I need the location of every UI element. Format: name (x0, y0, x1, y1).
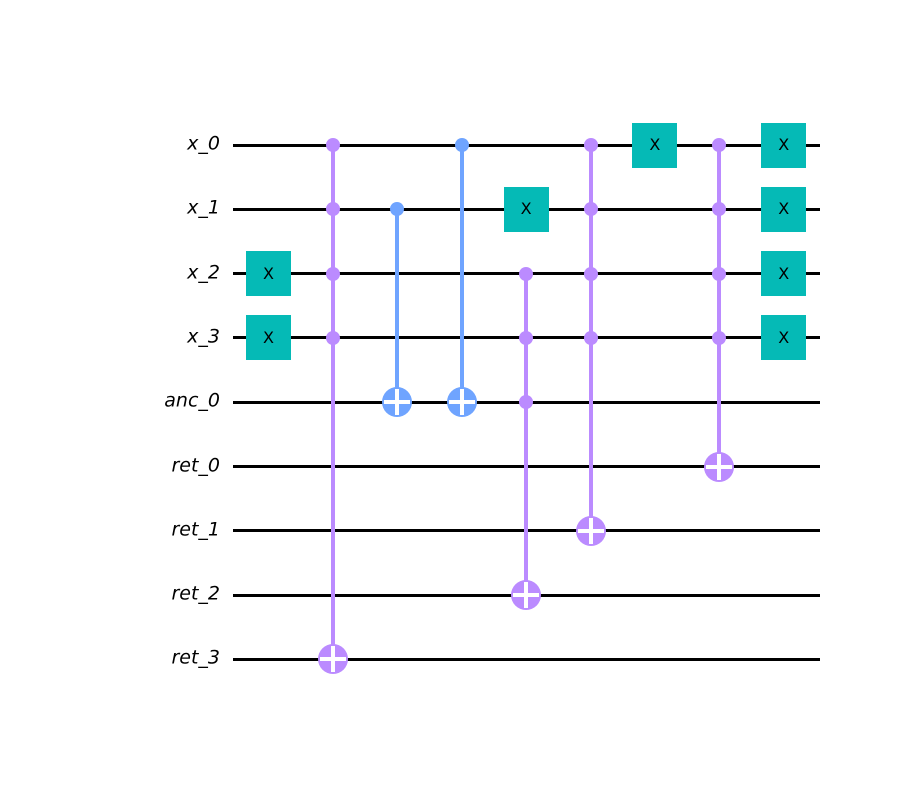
target-plus-horizontal-icon (448, 400, 475, 405)
control-dot (583, 266, 598, 281)
wire-label-ret_0: ret_0 (171, 454, 220, 477)
x-gate: X (761, 251, 807, 297)
cnot-target (575, 515, 606, 546)
control-dot (583, 138, 598, 152)
target-plus-horizontal-icon (319, 657, 346, 662)
gate-connector (459, 145, 464, 403)
wire-line-ret_3 (233, 657, 820, 661)
wire-label-anc_0: anc_0 (164, 389, 220, 412)
control-dot (519, 266, 534, 281)
wire-line-x_0 (233, 143, 820, 147)
x-gate: X (246, 251, 291, 297)
control-dot (519, 330, 534, 345)
control-dot (390, 202, 405, 217)
target-plus-horizontal-icon (706, 464, 733, 469)
wire-label-x_2: x_2 (187, 261, 220, 284)
target-plus-horizontal-icon (577, 528, 604, 533)
wire-label-ret_1: ret_1 (171, 518, 220, 541)
cnot-target (511, 580, 542, 611)
wire-label-ret_3: ret_3 (171, 647, 220, 670)
wire-label-x_3: x_3 (187, 325, 220, 348)
control-dot (583, 330, 598, 345)
control-dot (325, 138, 340, 152)
control-dot (519, 395, 534, 410)
wire-label-x_1: x_1 (187, 197, 220, 220)
wire-label-x_0: x_0 (187, 132, 220, 155)
wire-label-ret_2: ret_2 (171, 582, 220, 605)
gate-connector (395, 209, 400, 403)
control-dot (712, 138, 727, 152)
cnot-target (446, 387, 477, 418)
control-dot (712, 202, 727, 217)
control-dot (325, 330, 340, 345)
control-dot (583, 202, 598, 217)
x-gate: X (761, 186, 807, 232)
x-gate: X (503, 186, 549, 232)
control-dot (325, 202, 340, 217)
x-gate: X (632, 122, 678, 168)
control-dot (712, 266, 727, 281)
x-gate: X (761, 315, 807, 361)
gate-connector (717, 145, 722, 467)
target-plus-horizontal-icon (384, 400, 411, 405)
control-dot (712, 330, 727, 345)
cnot-target (382, 387, 413, 418)
control-dot (325, 266, 340, 281)
control-dot (454, 138, 469, 152)
x-gate: X (761, 122, 807, 168)
gate-connector (524, 273, 529, 596)
cnot-target (704, 451, 735, 482)
gate-connector (330, 145, 335, 660)
target-plus-horizontal-icon (513, 593, 540, 598)
x-gate: X (246, 315, 291, 361)
cnot-target (317, 644, 348, 675)
